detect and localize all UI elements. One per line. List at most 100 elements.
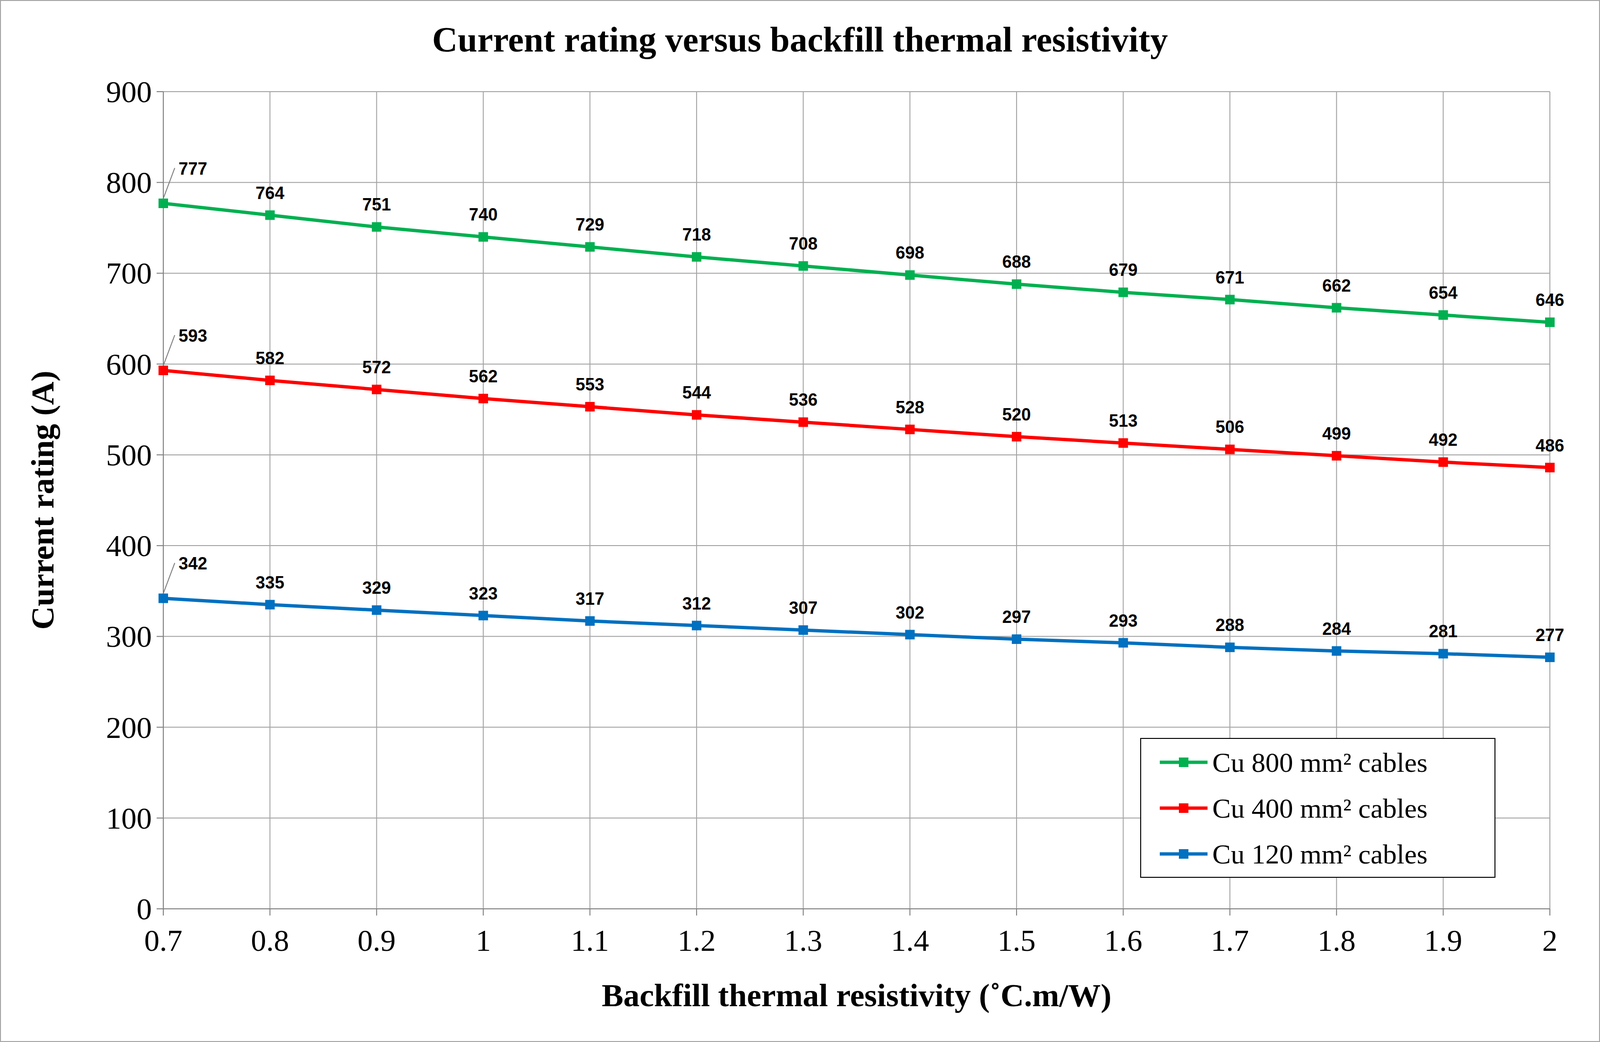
series-marker — [264, 375, 275, 386]
x-tick-label: 1.9 — [1424, 923, 1463, 958]
series-marker — [1118, 438, 1128, 448]
data-label: 528 — [895, 397, 925, 418]
series-marker — [691, 252, 702, 262]
data-label: 297 — [1002, 607, 1031, 627]
label-leader — [163, 335, 175, 366]
series-marker — [905, 424, 915, 435]
series-line — [163, 203, 1550, 323]
y-tick-label: 900 — [105, 74, 152, 109]
data-label: 751 — [362, 194, 392, 215]
y-grid-line — [163, 727, 1550, 729]
series-marker — [585, 242, 595, 252]
y-tick — [156, 727, 164, 729]
x-tick — [909, 909, 911, 916]
series-marker — [1331, 303, 1342, 313]
series-marker — [478, 611, 488, 621]
series-marker — [691, 410, 702, 420]
data-label: 562 — [468, 366, 498, 387]
series-marker — [1118, 638, 1128, 648]
data-label: 486 — [1535, 435, 1565, 456]
y-grid-line — [163, 272, 1550, 274]
y-tick-label: 300 — [105, 619, 152, 654]
legend-marker — [1178, 803, 1189, 814]
x-tick — [1442, 909, 1444, 916]
legend-marker — [1178, 849, 1189, 859]
data-label: 764 — [255, 183, 285, 203]
data-label: 688 — [1002, 252, 1031, 272]
data-label: 506 — [1215, 417, 1245, 437]
series-line — [163, 370, 1550, 468]
series-marker — [264, 210, 275, 221]
data-label: 582 — [255, 348, 285, 369]
series-marker — [1331, 451, 1342, 461]
y-tick — [156, 908, 164, 910]
legend-label: Cu 120 mm² cables — [1212, 838, 1428, 870]
x-tick-label: 1.2 — [677, 923, 716, 958]
chart-border — [0, 0, 1600, 1042]
y-tick — [156, 181, 164, 183]
series-marker — [1118, 287, 1128, 297]
x-grid-line — [909, 91, 911, 910]
y-tick — [156, 454, 164, 456]
data-label: 777 — [178, 158, 208, 179]
y-tick — [156, 545, 164, 547]
series-marker — [691, 621, 702, 631]
y-grid-line — [163, 545, 1550, 547]
data-label: 662 — [1322, 275, 1351, 296]
data-label: 335 — [255, 572, 285, 593]
series-marker — [478, 232, 488, 242]
data-label: 329 — [362, 578, 392, 598]
data-label: 492 — [1429, 430, 1458, 450]
data-label: 277 — [1535, 625, 1565, 646]
data-group — [158, 198, 1555, 663]
y-axis-line — [162, 91, 164, 910]
x-tick — [696, 909, 698, 916]
series-marker — [264, 600, 275, 610]
series-marker — [1438, 310, 1449, 320]
data-label: 312 — [682, 593, 711, 614]
series-marker — [1545, 317, 1555, 328]
title: Current rating versus backfill thermal r… — [432, 20, 1168, 60]
legend-label: Cu 800 mm² cables — [1212, 747, 1428, 779]
data-label: 654 — [1429, 283, 1458, 303]
y-tick-label: 800 — [105, 165, 152, 200]
data-label: 513 — [1108, 411, 1138, 431]
series-marker — [1225, 295, 1235, 305]
series-marker — [798, 625, 808, 636]
legend: Cu 800 mm² cables Cu 400 mm² cables Cu 120… — [1140, 738, 1495, 878]
y-grid-line — [163, 181, 1550, 183]
series-marker — [478, 393, 488, 404]
series-line — [163, 598, 1550, 658]
series-marker — [371, 222, 382, 232]
y-tick-label: 400 — [105, 529, 152, 563]
data-label: 317 — [575, 589, 604, 609]
series-marker — [1545, 463, 1555, 473]
y-grid-line — [163, 91, 1550, 93]
x-tick-label: 1.5 — [997, 923, 1036, 958]
x-tick-label: 1.7 — [1210, 923, 1250, 958]
series-marker — [1011, 634, 1022, 645]
x-grid-line — [1016, 91, 1018, 910]
x-tick — [1229, 909, 1231, 916]
legend-label: Cu 400 mm² cables — [1212, 793, 1428, 825]
x-tick-label: 1.8 — [1317, 923, 1356, 958]
series-marker — [798, 417, 808, 427]
series-marker — [371, 384, 382, 395]
data-label: 729 — [575, 214, 604, 235]
series-marker — [1225, 642, 1235, 653]
data-label: 679 — [1108, 260, 1138, 280]
data-label: 593 — [178, 326, 208, 346]
series-marker — [1331, 646, 1342, 657]
x-tick-label: 1.1 — [571, 923, 610, 958]
x-tick-label: 1.4 — [890, 923, 930, 958]
x-grid-line — [696, 91, 698, 910]
data-label: 499 — [1322, 423, 1351, 444]
series-marker — [905, 270, 915, 280]
x-tick-label: 0.8 — [250, 923, 289, 958]
y-tick-label: 700 — [105, 256, 152, 291]
series-marker — [585, 616, 595, 626]
x-tick-label: 0.9 — [357, 923, 396, 958]
series-marker — [905, 630, 915, 640]
y-tick — [156, 363, 164, 365]
series-marker — [1225, 444, 1235, 455]
